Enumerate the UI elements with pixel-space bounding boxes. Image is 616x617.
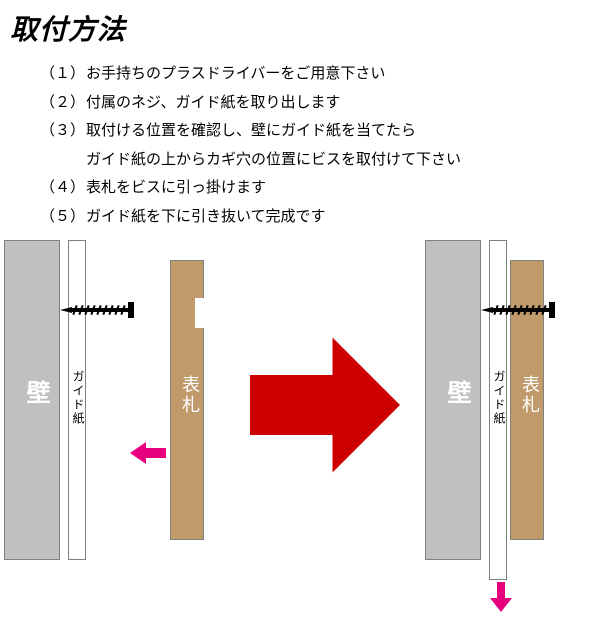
big-red-arrow-icon [250,330,400,485]
step-number: （５） [40,203,86,232]
step-text: お手持ちのプラスドライバーをご用意下さい [86,60,606,89]
diagram: 壁ガイド紙表札 壁ガイド紙表札 [0,240,616,610]
step-item: （１）お手持ちのプラスドライバーをご用意下さい [40,60,606,89]
step-text: 表札をビスに引っ掛けます [86,174,606,203]
step-item: （３）取付ける位置を確認し、壁にガイド紙を当てたらガイド紙の上からカギ穴の位置に… [40,117,606,174]
steps-list: （１）お手持ちのプラスドライバーをご用意下さい（２）付属のネジ、ガイド紙を取り出… [10,60,606,231]
step-text: 取付ける位置を確認し、壁にガイド紙を当てたらガイド紙の上からカギ穴の位置にビスを… [86,117,606,174]
step-number: （２） [40,89,86,118]
step-text: ガイド紙を下に引き抜いて完成です [86,203,606,232]
step-number: （１） [40,60,86,89]
left-plate-notch [195,298,205,328]
left-wall-label: 壁 [18,380,53,406]
page-title: 取付方法 [10,8,606,48]
step-number: （４） [40,174,86,203]
step-item: （２）付属のネジ、ガイド紙を取り出します [40,89,606,118]
right-down-arrow-icon [490,582,512,617]
step-text: 付属のネジ、ガイド紙を取り出します [86,89,606,118]
left-plate-label: 表札 [177,375,203,415]
step-item: （５）ガイド紙を下に引き抜いて完成です [40,203,606,232]
right-guide-label: ガイド紙 [491,370,508,426]
left-pink-arrow-icon [130,440,166,471]
right-screw-icon [481,300,561,325]
right-wall-label: 壁 [439,380,474,406]
step-number: （３） [40,117,86,174]
right-plate-label: 表札 [517,375,543,415]
left-screw-icon [60,300,140,325]
step-item: （４）表札をビスに引っ掛けます [40,174,606,203]
left-guide-label: ガイド紙 [70,370,87,426]
